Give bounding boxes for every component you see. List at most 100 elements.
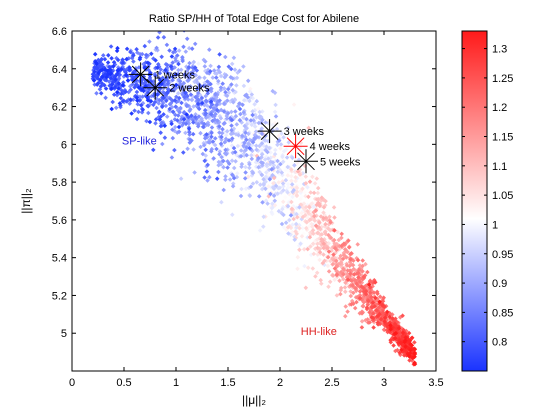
- data-point: [207, 47, 212, 52]
- data-point: [317, 257, 322, 263]
- data-point: [221, 86, 227, 91]
- data-point: [120, 82, 126, 88]
- data-point: [334, 293, 340, 298]
- data-point: [295, 214, 300, 220]
- data-point: [400, 333, 405, 339]
- data-point: [378, 316, 384, 322]
- data-point: [285, 190, 290, 195]
- y-tick-label: 5.8: [52, 177, 67, 189]
- data-point: [311, 190, 317, 196]
- data-point: [326, 226, 331, 231]
- data-point: [229, 158, 235, 163]
- data-point: [109, 82, 115, 87]
- data-point: [181, 31, 187, 33]
- colorbar-tick-label: 1.1: [492, 161, 507, 173]
- data-point: [303, 285, 309, 291]
- data-point: [96, 70, 101, 76]
- data-point: [315, 185, 321, 191]
- data-point: [273, 102, 278, 108]
- data-point: [131, 59, 136, 64]
- data-point: [304, 220, 310, 225]
- data-point: [108, 71, 114, 76]
- data-point: [124, 56, 129, 62]
- week-marker: 3 weeks: [257, 119, 325, 144]
- data-point: [313, 208, 319, 213]
- data-point: [92, 51, 98, 57]
- data-point: [319, 232, 325, 237]
- data-point: [412, 346, 418, 352]
- data-point: [181, 150, 186, 155]
- data-point: [243, 164, 248, 170]
- data-point: [313, 274, 318, 279]
- data-point: [238, 148, 244, 153]
- data-point: [171, 50, 176, 55]
- week-label: 3 weeks: [284, 126, 325, 138]
- data-point: [90, 74, 96, 79]
- data-point: [241, 64, 246, 69]
- x-tick-label: 3: [381, 377, 387, 389]
- data-point: [211, 68, 217, 73]
- data-point: [363, 289, 369, 294]
- data-point: [113, 105, 119, 111]
- data-point: [341, 276, 346, 282]
- data-point: [186, 64, 192, 70]
- data-point: [295, 266, 300, 272]
- data-point: [185, 146, 190, 152]
- data-point: [406, 339, 411, 344]
- data-point: [412, 340, 417, 345]
- data-point: [202, 64, 208, 69]
- data-point: [292, 237, 297, 242]
- data-point: [175, 91, 181, 96]
- data-point: [278, 146, 283, 151]
- data-point: [343, 289, 348, 294]
- data-point: [352, 305, 358, 311]
- colorbar-tick-label: 1: [492, 219, 498, 231]
- data-point: [165, 90, 170, 95]
- data-point: [392, 321, 398, 327]
- colorbar-axis: 0.8 0.85 0.9 0.95 1 1.05 1.1 1.15 1.2 1.25 1.3: [462, 44, 513, 349]
- y-tick-label: 5.6: [52, 215, 67, 227]
- y-tick-label: 6.6: [52, 26, 67, 38]
- data-point: [256, 155, 261, 161]
- data-point: [291, 187, 297, 193]
- data-point: [264, 170, 269, 175]
- data-point: [117, 101, 123, 106]
- data-point: [223, 132, 229, 138]
- data-point: [249, 156, 255, 162]
- data-point: [202, 107, 208, 113]
- data-point: [186, 45, 192, 51]
- y-tick-label: 5.2: [52, 290, 67, 302]
- data-point: [156, 62, 161, 67]
- data-point: [114, 48, 120, 54]
- data-point: [396, 325, 402, 331]
- data-point: [283, 195, 288, 200]
- data-point: [214, 102, 220, 108]
- data-point: [105, 60, 111, 65]
- data-point: [398, 340, 404, 346]
- data-point: [113, 77, 118, 82]
- data-point: [185, 84, 191, 90]
- data-point: [157, 70, 163, 76]
- x-axis-label: ||μ||₂: [242, 393, 266, 407]
- data-point: [338, 259, 344, 265]
- data-point: [266, 156, 271, 161]
- data-point: [332, 245, 338, 251]
- data-point: [367, 320, 372, 325]
- data-point: [170, 60, 175, 65]
- data-point: [243, 170, 248, 175]
- data-point: [128, 49, 133, 55]
- data-point: [102, 56, 108, 62]
- data-point: [332, 215, 337, 220]
- data-point: [219, 199, 224, 205]
- data-point: [363, 291, 369, 297]
- data-point: [260, 200, 265, 205]
- data-point: [125, 78, 131, 83]
- x-tick-label: 2.5: [324, 377, 339, 389]
- data-point: [169, 54, 175, 59]
- data-point: [103, 86, 109, 91]
- data-point: [330, 273, 336, 278]
- data-point: [256, 120, 262, 126]
- week-label: 2 weeks: [169, 83, 210, 95]
- data-point: [345, 277, 351, 282]
